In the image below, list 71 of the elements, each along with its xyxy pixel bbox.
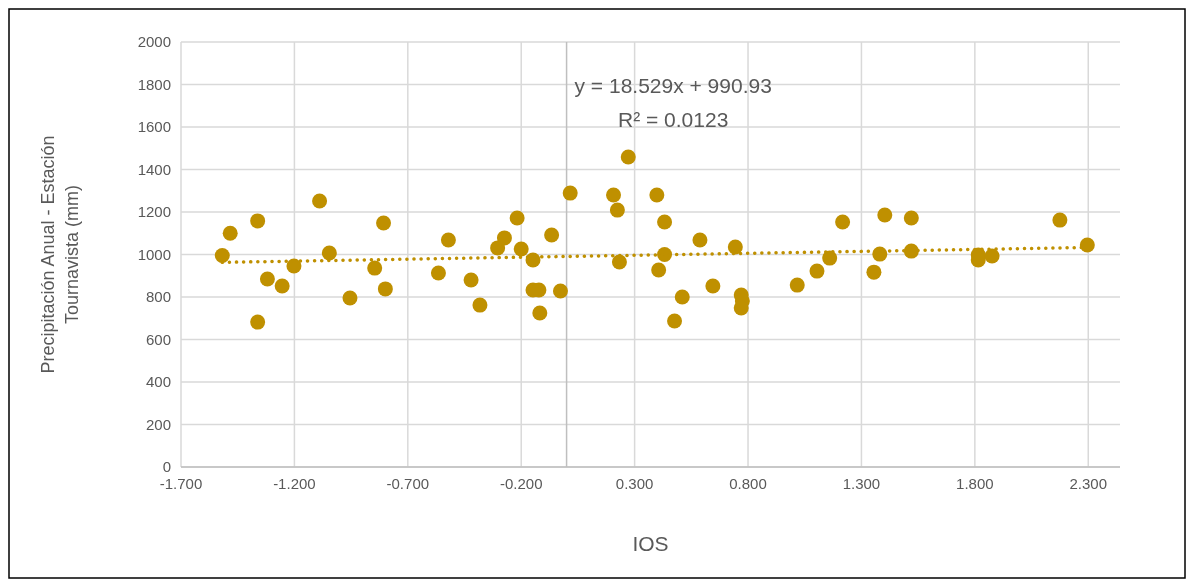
x-tick-label: 2.300 (1069, 475, 1108, 492)
point (835, 214, 851, 230)
point (877, 207, 893, 223)
x-tick-label: 0.800 (729, 475, 767, 492)
point (903, 210, 919, 226)
point (620, 149, 636, 165)
point (250, 213, 266, 229)
point (1079, 237, 1095, 253)
y-tick-label: 1800 (137, 75, 171, 93)
y-tick-label: 0 (162, 458, 171, 475)
point (509, 210, 525, 226)
x-tick-label: 1.800 (956, 475, 994, 492)
point (789, 277, 805, 293)
point (727, 239, 743, 255)
y-tick-label: 1600 (137, 118, 171, 135)
y-axis-title: Precipitación Anual - Estación Tournavista (mm) (38, 135, 82, 374)
point (657, 247, 673, 262)
x-tick-label: -0.700 (386, 475, 430, 492)
point (342, 290, 358, 306)
point (367, 260, 383, 276)
x-tick-label: 0.300 (615, 475, 654, 492)
point (609, 202, 625, 218)
point (809, 263, 825, 279)
point (674, 289, 690, 305)
y-tick-label: 1200 (137, 203, 171, 220)
y-tick-label: 1000 (137, 245, 171, 263)
point (692, 232, 708, 248)
point (552, 283, 568, 299)
y-tick-label: 2000 (137, 33, 171, 50)
point (440, 232, 456, 248)
y-tick-label: 200 (145, 415, 171, 433)
x-tick-label: -0.200 (499, 475, 543, 492)
y-tick-label: 600 (145, 330, 171, 348)
point (651, 262, 667, 278)
point (1052, 212, 1068, 228)
point (312, 193, 328, 209)
x-tick-label: -1.700 (159, 475, 203, 492)
point (649, 187, 665, 203)
point (667, 313, 683, 329)
point (562, 185, 578, 201)
point (513, 241, 529, 257)
point (250, 314, 266, 330)
y-tick-label: 400 (145, 373, 171, 390)
point (286, 258, 302, 274)
annotation: R² = 0.0123 (618, 108, 729, 131)
x-tick-label: -1.200 (273, 475, 316, 492)
annotation: y = 18.529x + 990.93 (574, 74, 772, 97)
x-axis-title: IOS (632, 532, 669, 555)
point (705, 278, 721, 294)
point (611, 254, 627, 270)
point (377, 281, 393, 297)
point (214, 248, 230, 264)
point (472, 297, 488, 313)
y-tick-label: 1400 (137, 160, 171, 178)
point (259, 271, 275, 287)
point (866, 264, 882, 280)
point (657, 214, 673, 230)
point (430, 265, 446, 281)
point (496, 230, 512, 246)
point (376, 215, 392, 231)
point (532, 305, 548, 321)
point (321, 245, 337, 261)
point (606, 187, 622, 203)
point (222, 225, 238, 241)
point (984, 248, 1000, 264)
x-tick-label: 1.300 (842, 475, 881, 492)
point (463, 272, 479, 288)
point (274, 278, 290, 294)
y-tick-label: 800 (145, 288, 171, 305)
point (822, 250, 838, 266)
point (544, 227, 560, 243)
